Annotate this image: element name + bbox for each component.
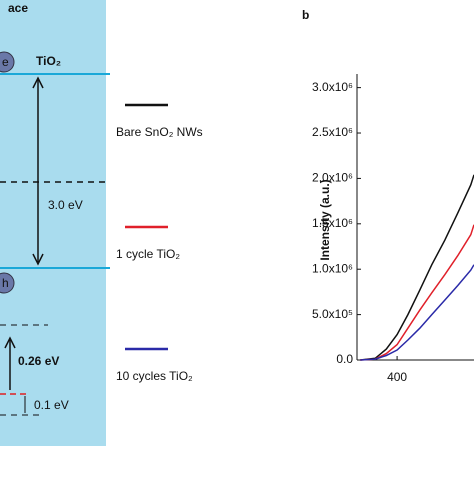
series-line bbox=[360, 174, 474, 361]
y-axis-label: Intensity (a.u.) bbox=[318, 179, 332, 260]
y-tick-label: 1.0x10⁶ bbox=[312, 261, 353, 275]
arrow-heads bbox=[32, 76, 44, 266]
hole-icon bbox=[0, 272, 15, 294]
y-tick-label: 5.0x10⁵ bbox=[312, 307, 353, 321]
y-tick-label: 3.0x10⁶ bbox=[312, 80, 353, 94]
series-line bbox=[360, 224, 474, 361]
y-tick-label: 1.5x10⁶ bbox=[312, 216, 353, 230]
y-tick-label: 2.5x10⁶ bbox=[312, 125, 353, 139]
hole-label: h bbox=[2, 276, 9, 290]
series-line bbox=[360, 264, 474, 361]
gap-label: 3.0 eV bbox=[48, 198, 83, 212]
level2-label: 0.1 eV bbox=[34, 398, 69, 412]
electron-label: e bbox=[2, 55, 9, 69]
panel-label: b bbox=[302, 8, 309, 22]
legend-label: 1 cycle TiO₂ bbox=[116, 247, 180, 261]
level1-label: 0.26 eV bbox=[18, 354, 59, 368]
y-tick-label: 0.0 bbox=[336, 352, 353, 366]
legend-label: Bare SnO₂ NWs bbox=[116, 125, 203, 139]
arrow-head bbox=[4, 336, 16, 349]
y-tick-label: 2.0x10⁶ bbox=[312, 171, 353, 185]
electron-icon bbox=[0, 51, 15, 73]
diagram-title: ace bbox=[8, 1, 28, 15]
material-label: TiO₂ bbox=[36, 54, 61, 68]
x-tick-label: 400 bbox=[387, 370, 407, 384]
legend-label: 10 cycles TiO₂ bbox=[116, 369, 193, 383]
